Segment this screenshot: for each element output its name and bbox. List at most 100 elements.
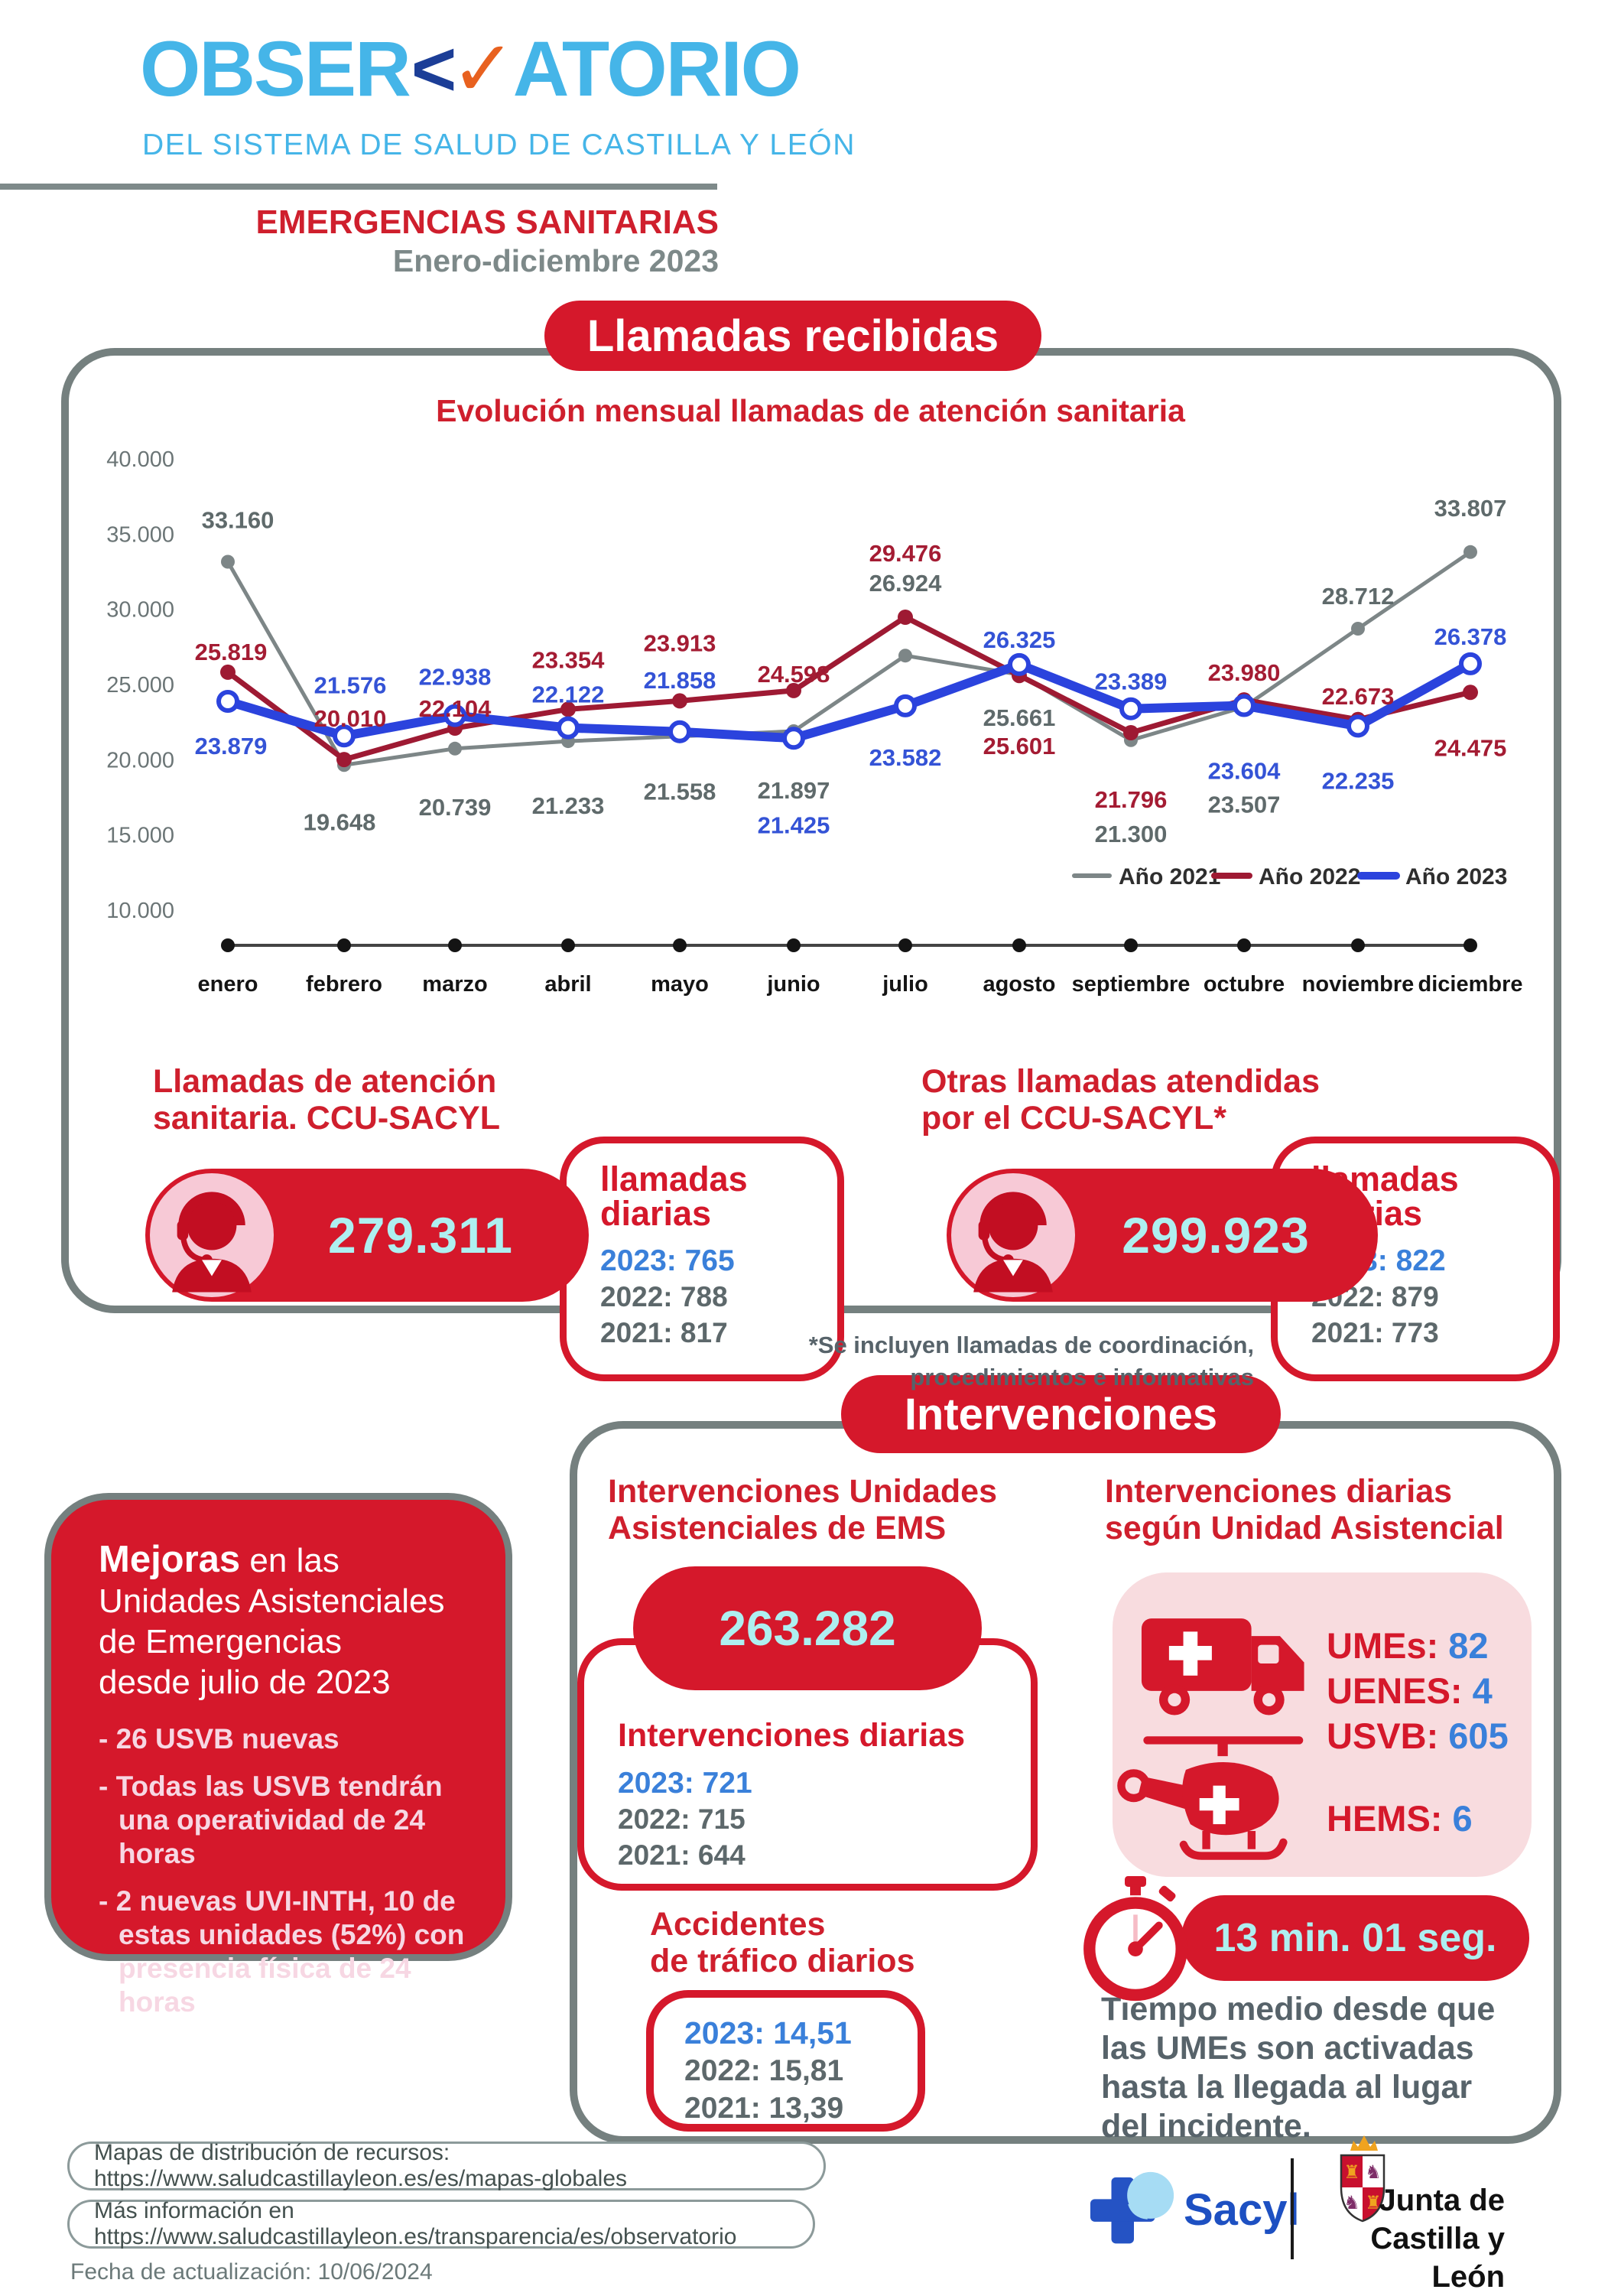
svg-text:♜: ♜ bbox=[1343, 2162, 1360, 2183]
svg-text:22.938: 22.938 bbox=[419, 664, 492, 691]
svg-text:♜: ♜ bbox=[1365, 2193, 1382, 2213]
svg-text:♞: ♞ bbox=[1365, 2162, 1382, 2183]
junta-shield-icon: ♜ ♞ ♞ ♜ bbox=[1340, 2135, 1385, 2223]
svg-text:diciembre: diciembre bbox=[1418, 972, 1523, 997]
svg-text:23.582: 23.582 bbox=[869, 744, 942, 771]
svg-text:33.160: 33.160 bbox=[202, 507, 274, 534]
svg-text:22.122: 22.122 bbox=[532, 681, 605, 708]
sacyl-logo-label: Sacyl bbox=[1184, 2185, 1300, 2235]
tiempo-value: 13 min. 01 seg. bbox=[1213, 1916, 1497, 1960]
report-title: EMERGENCIAS SANITARIAS bbox=[255, 203, 719, 241]
bullet-item: 2 nuevas UVI-INTH, 10 de estas unidades … bbox=[99, 1885, 478, 2019]
mejoras-bullet-list: 26 USVB nuevas Todas las USVB tendrán una… bbox=[99, 1722, 478, 2019]
svg-text:Año 2021: Año 2021 bbox=[1119, 864, 1220, 889]
ems-heading: Intervenciones Unidades Asistenciales de… bbox=[608, 1473, 997, 1546]
svg-text:24.475: 24.475 bbox=[1434, 734, 1507, 761]
unit-value-row: HEMS: 6 bbox=[1327, 1798, 1473, 1839]
svg-text:marzo: marzo bbox=[422, 972, 487, 997]
junta-logo-label: Junta de Castilla y León bbox=[1370, 2184, 1505, 2294]
svg-text:19.648: 19.648 bbox=[304, 808, 376, 835]
svg-text:25.661: 25.661 bbox=[983, 704, 1056, 731]
svg-text:21.796: 21.796 bbox=[1095, 786, 1168, 813]
svg-text:20.010: 20.010 bbox=[314, 705, 387, 732]
llamadas-total-pill: 279.311 bbox=[145, 1169, 589, 1302]
svg-text:23.980: 23.980 bbox=[1208, 659, 1281, 686]
svg-text:febrero: febrero bbox=[306, 972, 382, 997]
svg-text:20.000: 20.000 bbox=[106, 748, 174, 772]
svg-text:22.673: 22.673 bbox=[1322, 683, 1395, 710]
unidades-heading: Intervenciones diarias según Unidad Asis… bbox=[1105, 1473, 1504, 1546]
logo-angle-icon: < bbox=[411, 25, 457, 112]
svg-text:23.389: 23.389 bbox=[1095, 668, 1168, 695]
svg-text:28.712: 28.712 bbox=[1322, 583, 1395, 610]
sacyl-logo-icon bbox=[1090, 2171, 1174, 2244]
daily-value-row: 2023: 14,51 bbox=[684, 2015, 852, 2050]
logo-text-left: OBSER bbox=[140, 25, 411, 112]
update-date: Fecha de actualización: 10/06/2024 bbox=[70, 2259, 433, 2285]
svg-text:octubre: octubre bbox=[1204, 972, 1285, 997]
llamadas-left-heading: Llamadas de atención sanitaria. CCU-SACY… bbox=[153, 1063, 500, 1137]
svg-text:agosto: agosto bbox=[983, 972, 1055, 997]
svg-text:22.104: 22.104 bbox=[419, 695, 492, 722]
svg-text:20.739: 20.739 bbox=[419, 794, 492, 821]
svg-text:enero: enero bbox=[198, 972, 258, 997]
svg-text:23.507: 23.507 bbox=[1208, 791, 1281, 818]
svg-text:30.000: 30.000 bbox=[106, 598, 174, 623]
svg-text:21.858: 21.858 bbox=[644, 667, 716, 694]
svg-text:25.000: 25.000 bbox=[106, 673, 174, 698]
svg-text:junio: junio bbox=[766, 972, 820, 997]
svg-text:33.807: 33.807 bbox=[1434, 495, 1507, 522]
stopwatch-icon bbox=[1083, 1876, 1187, 2002]
footnote: *Se incluyen llamadas de coordinación, p… bbox=[808, 1332, 1254, 1390]
svg-text:23.354: 23.354 bbox=[532, 646, 606, 673]
mejoras-title: Mejoras en las Unidades Asistenciales de… bbox=[99, 1539, 445, 1702]
svg-text:21.425: 21.425 bbox=[758, 811, 830, 838]
svg-text:noviembre: noviembre bbox=[1302, 972, 1415, 997]
svg-text:abril: abril bbox=[544, 972, 591, 997]
svg-text:10.000: 10.000 bbox=[106, 899, 174, 923]
svg-text:21.576: 21.576 bbox=[314, 672, 387, 698]
unit-value-row: UENES: 4 bbox=[1327, 1670, 1493, 1711]
resource-maps-link[interactable]: Mapas de distribución de recursos: https… bbox=[67, 2140, 826, 2191]
ambulance-icon bbox=[1141, 1618, 1304, 1715]
svg-text:24.598: 24.598 bbox=[758, 661, 830, 688]
accidentes-heading: Accidentes de tráfico diarios bbox=[650, 1906, 915, 1979]
call-operator-icon bbox=[150, 1173, 274, 1297]
unidades-card: UMEs: 82 UENES: 4 USVB: 605 HEMS: 6 bbox=[1113, 1572, 1532, 1877]
svg-text:21.558: 21.558 bbox=[644, 779, 716, 805]
svg-text:mayo: mayo bbox=[651, 972, 709, 997]
svg-text:35.000: 35.000 bbox=[106, 522, 174, 547]
daily-value-row: 2022: 788 bbox=[600, 1281, 728, 1312]
bullet-item: 26 USVB nuevas bbox=[99, 1722, 478, 1756]
svg-text:23.913: 23.913 bbox=[644, 629, 716, 656]
chart-title: Evolución mensual llamadas de atención s… bbox=[436, 393, 1185, 428]
svg-text:21.300: 21.300 bbox=[1095, 821, 1168, 847]
svg-text:julio: julio bbox=[882, 972, 928, 997]
llamadas-section-title: Llamadas recibidas bbox=[544, 301, 1041, 371]
daily-value-row: 2023: 765 bbox=[600, 1244, 735, 1277]
svg-text:40.000: 40.000 bbox=[106, 447, 174, 472]
llamadas-daily-box: llamadas diarias 2023: 765 2022: 788 2021:… bbox=[560, 1137, 844, 1381]
report-period: Enero-diciembre 2023 bbox=[392, 243, 719, 278]
svg-text:♞: ♞ bbox=[1343, 2193, 1360, 2213]
tiempo-description: Tiempo medio desde que las UMEs son acti… bbox=[1101, 1991, 1496, 2145]
intervenciones-section-title: Intervenciones bbox=[841, 1375, 1281, 1453]
daily-value-row: 2023: 721 bbox=[618, 1767, 752, 1800]
ems-total-value: 263.282 bbox=[719, 1601, 896, 1656]
daily-value-row: 2021: 817 bbox=[600, 1317, 728, 1348]
bullet-item: Todas las USVB tendrán una operatividad … bbox=[99, 1770, 478, 1871]
daily-value-row: 2022: 715 bbox=[618, 1803, 746, 1835]
svg-text:15.000: 15.000 bbox=[106, 824, 174, 848]
call-operator-icon bbox=[951, 1173, 1075, 1297]
daily-value-row: 2021: 13,39 bbox=[684, 2092, 844, 2125]
tiempo-badge: 13 min. 01 seg. bbox=[1181, 1895, 1529, 1981]
air-unit-values: HEMS: 6 bbox=[1327, 1796, 1473, 1841]
svg-text:21.233: 21.233 bbox=[532, 792, 605, 819]
logo-text-right: ATORIO bbox=[512, 25, 801, 112]
daily-value-row: 2021: 773 bbox=[1311, 1317, 1439, 1348]
monthly-calls-line-chart: 40.000 35.000 30.000 25.000 20.000 15.000 10.0… bbox=[106, 447, 1523, 997]
more-info-link[interactable]: Más información en https://www.saludcast… bbox=[67, 2198, 815, 2249]
logo-subtitle: DEL SISTEMA DE SALUD DE CASTILLA Y LEÓN bbox=[142, 128, 856, 161]
svg-text:22.235: 22.235 bbox=[1322, 767, 1395, 794]
svg-text:26.924: 26.924 bbox=[869, 570, 943, 597]
